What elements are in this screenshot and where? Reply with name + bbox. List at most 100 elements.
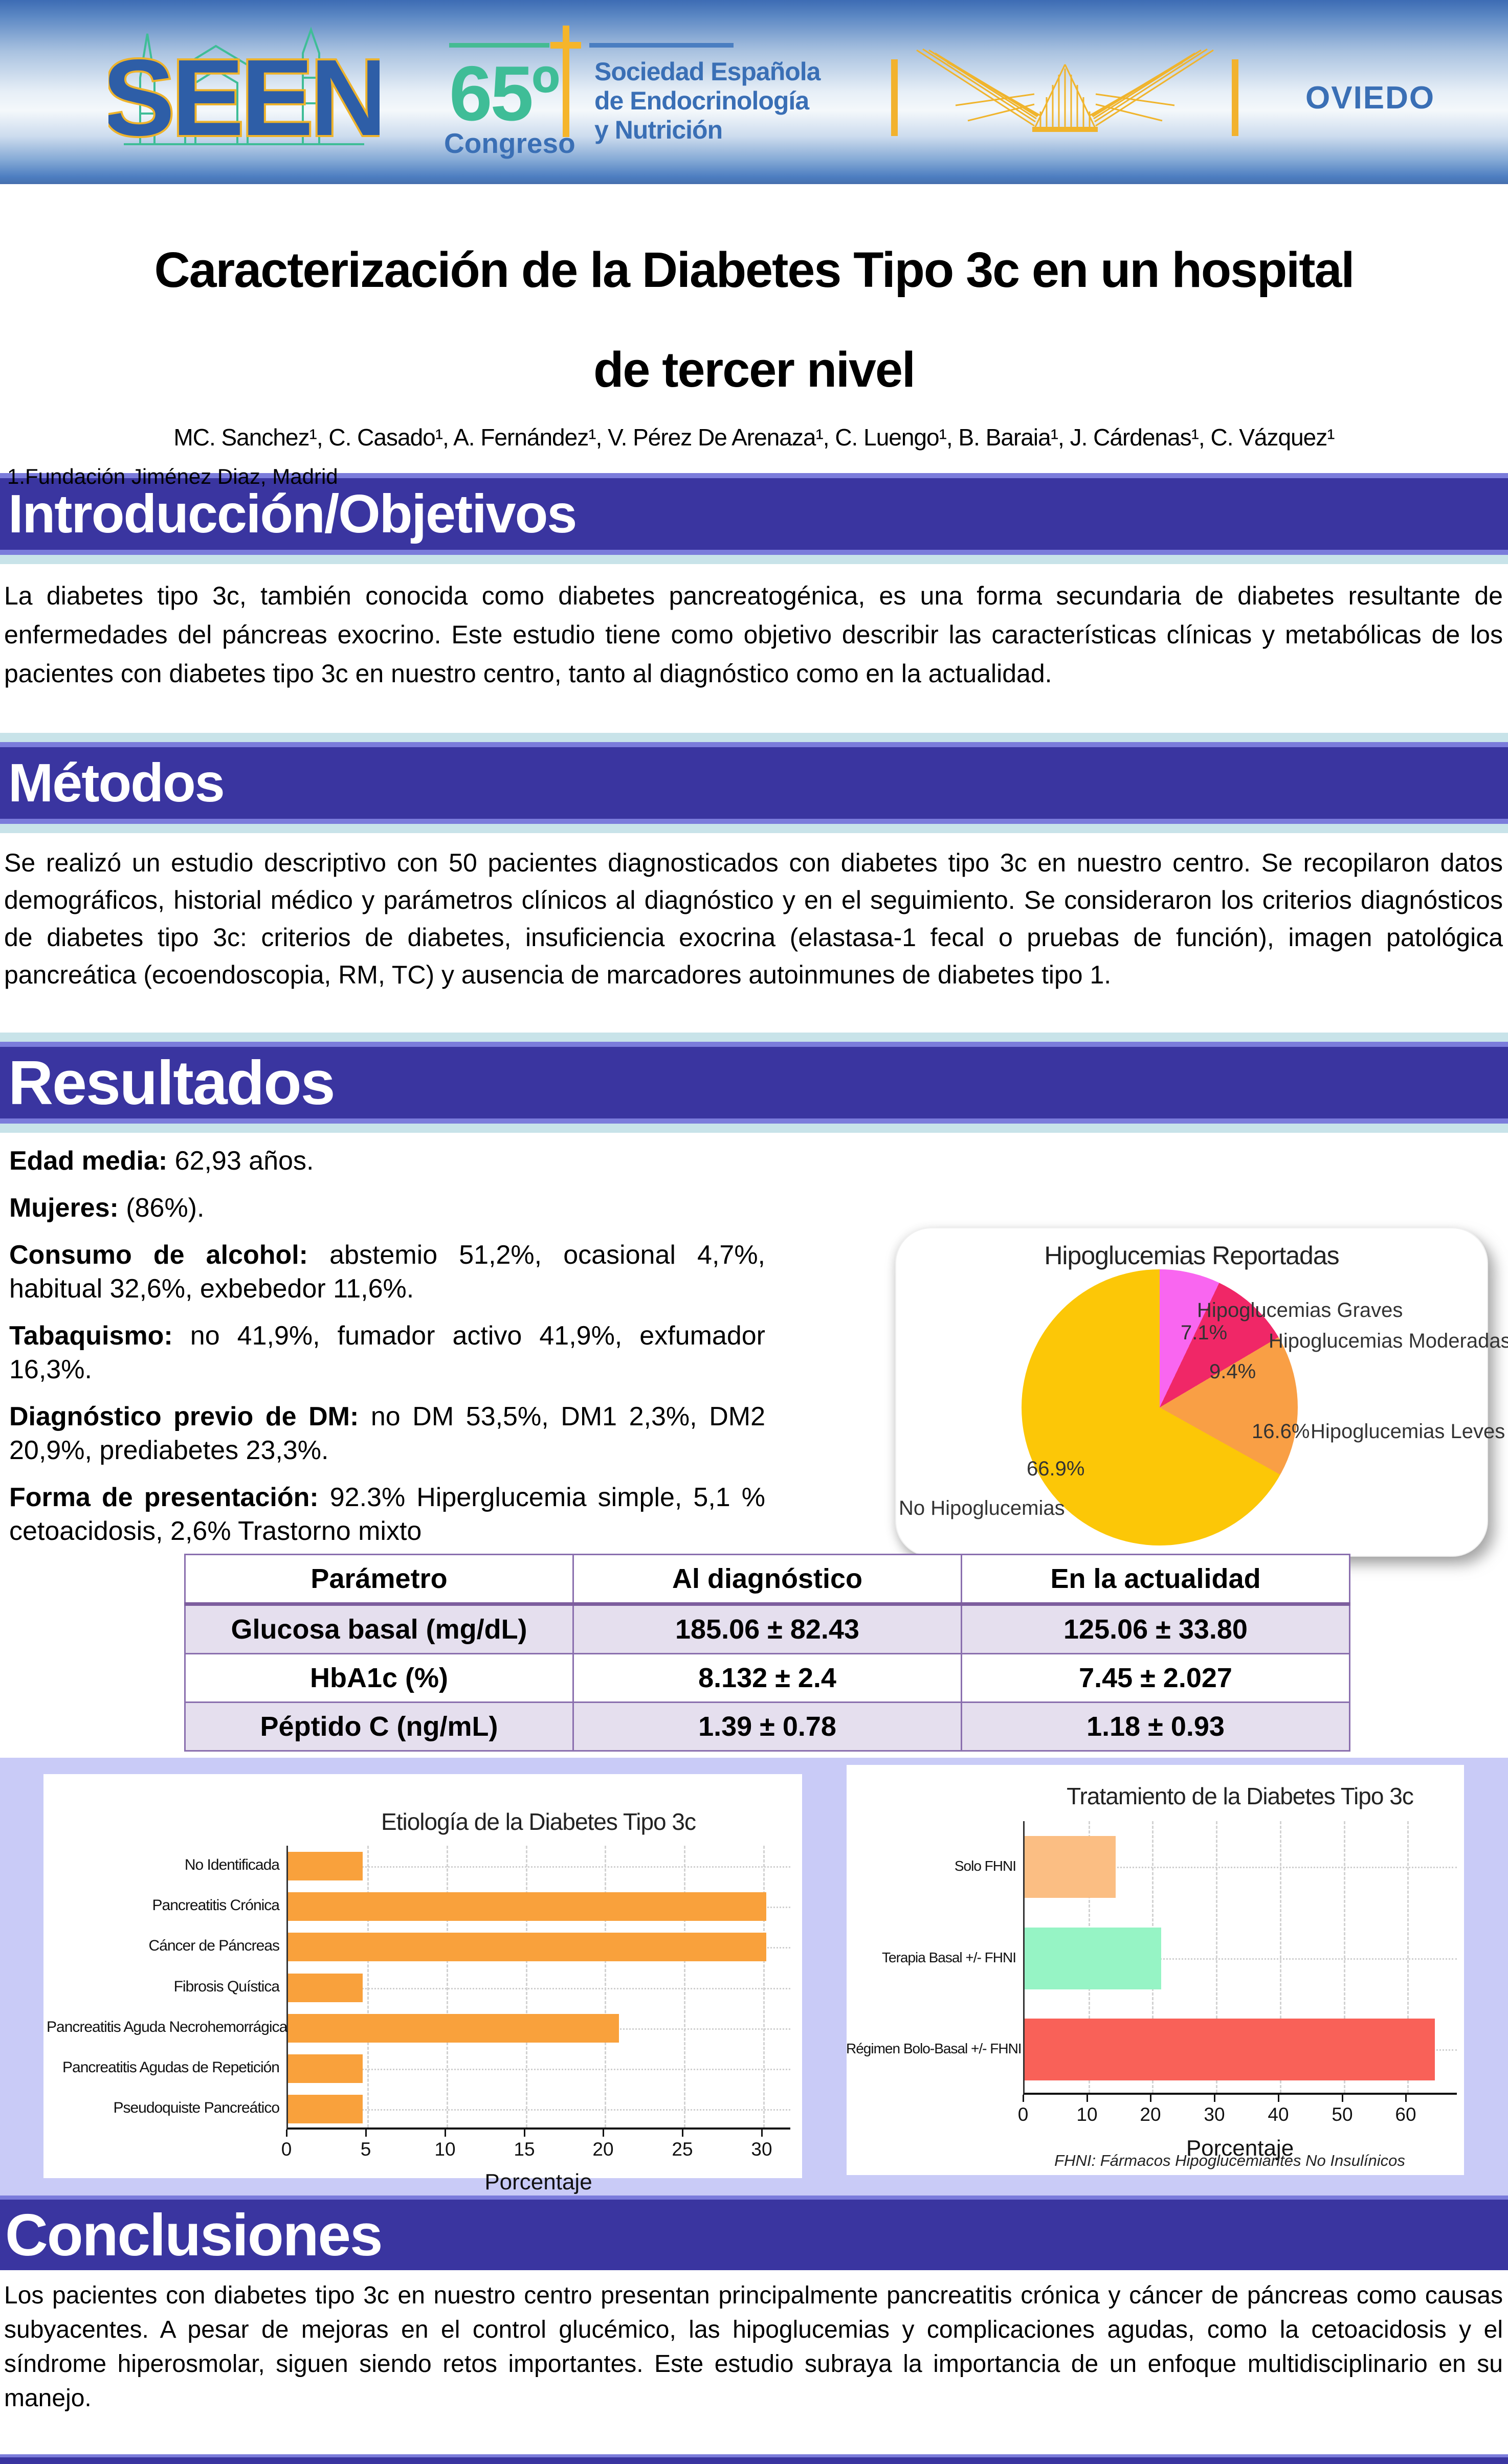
gridline [1280, 1821, 1281, 2093]
tick-mark [1150, 2095, 1151, 2102]
bar [1025, 2018, 1435, 2080]
tick-mark [1214, 2095, 1215, 2102]
tick-label: 0 [281, 2139, 292, 2160]
tick-label: 10 [434, 2139, 456, 2160]
poster-title: Caracterización de la Diabetes Tipo 3c e… [0, 184, 1508, 419]
resultados-stats: Edad media: 62,93 años. Mujeres: (86%). Co… [9, 1144, 765, 1561]
tick-mark [761, 2130, 763, 2137]
table-cell: Péptido C (ng/mL) [184, 1701, 574, 1752]
seen-congress-logo: SEEN [108, 26, 380, 160]
title-line-1: Caracterización de la Diabetes Tipo 3c e… [154, 242, 1355, 298]
bar [288, 1974, 363, 2002]
tick-label: 60 [1395, 2104, 1416, 2125]
table-header-cell: Parámetro [184, 1554, 574, 1606]
bar [288, 1933, 766, 1961]
category-label: Pseudoquiste Pancreático [113, 2099, 280, 2117]
gridline [763, 1846, 765, 2127]
section-header-metodos: Métodos [0, 742, 1508, 824]
gridline [1407, 1821, 1409, 2093]
gridline [605, 1846, 606, 2127]
society-line: de Endocrinología [594, 86, 809, 115]
tick-label: 20 [592, 2139, 614, 2160]
society-line: y Nutrición [594, 116, 723, 144]
title-line-2: de tercer nivel [593, 342, 916, 397]
category-label: Cáncer de Páncreas [148, 1937, 280, 1955]
category-label: Terapia Basal +/- FHNI [882, 1949, 1016, 1965]
stat-line: Mujeres: (86%). [9, 1193, 205, 1223]
bar [1025, 1927, 1161, 1989]
seen-wordmark: SEEN [108, 37, 380, 158]
stat-label: Tabaquismo: [9, 1321, 173, 1351]
separator-strip [0, 1033, 1508, 1042]
pie-slice-label: Hipoglucemias Leves [1311, 1420, 1505, 1443]
tick-label: 30 [1204, 2104, 1225, 2125]
category-gridline [288, 1988, 790, 1989]
category-label: No Identificada [184, 1856, 280, 1874]
section-heading: Métodos [8, 752, 225, 813]
header-banner: SEEN 65º Congreso Sociedad Española de E… [0, 0, 1508, 184]
divider-bar [1232, 59, 1238, 136]
authors: MC. Sanchez¹, C. Casado¹, A. Fernández¹,… [173, 424, 1335, 451]
category-gridline [288, 2109, 790, 2111]
bottom-strip [0, 2454, 1508, 2464]
stat-line: Tabaquismo: no 41,9%, fumador activo 41,… [9, 1321, 765, 1384]
congress-word: Congreso [444, 127, 575, 159]
introduccion-body: La diabetes tipo 3c, también conocida co… [0, 564, 1508, 733]
decor-line-green [449, 43, 549, 48]
tick-mark [365, 2130, 367, 2137]
bar [288, 1892, 766, 1921]
chart-title: Tratamiento de la Diabetes Tipo 3c [1067, 1783, 1414, 1809]
category-label: Régimen Bolo-Basal +/- FHNI [846, 2040, 1022, 2056]
tratamiento-chart-card: Tratamiento de la Diabetes Tipo 3c 0 10 20 3… [846, 1765, 1464, 2175]
plus-icon [563, 26, 569, 137]
category-gridline [1025, 1958, 1457, 1960]
tick-mark [445, 2130, 446, 2137]
pie-slice-value: 9.4% [1209, 1360, 1256, 1383]
city-label: OVIEDO [1305, 80, 1435, 116]
society-line: Sociedad Española [594, 57, 820, 86]
cityscape-icon [124, 26, 364, 145]
table-row: HbA1c (%) 8.132 ± 2.4 7.45 ± 2.027 [184, 1653, 1350, 1703]
congress-number: 65º [449, 50, 560, 137]
table-row: Péptido C (ng/mL) 1.39 ± 0.78 1.18 ± 0.93 [184, 1701, 1350, 1752]
tick-mark [1086, 2095, 1088, 2102]
stat-label: Consumo de alcohol: [9, 1240, 308, 1270]
section-heading: Introducción/Objetivos [8, 483, 577, 544]
plus-icon-arm [550, 42, 581, 49]
pie-slice-value: 66.9% [1027, 1458, 1085, 1480]
pie-slice-label: No Hipoglucemias [899, 1497, 1065, 1519]
stat-label: Diagnóstico previo de DM: [9, 1402, 359, 1431]
resultados-content: Edad media: 62,93 años. Mujeres: (86%). Co… [0, 1133, 1508, 1758]
charts-band: Etiología de la Diabetes Tipo 3c 0 5 10 15 20… [0, 1758, 1508, 2196]
bar [288, 2014, 619, 2043]
plot-area [1023, 1821, 1457, 2095]
stat-line: Forma de presentación: 92.3% Hiperglucem… [9, 1483, 765, 1546]
tick-mark [1023, 2095, 1024, 2102]
bar [1025, 1835, 1116, 1898]
title-block: Caracterización de la Diabetes Tipo 3c e… [0, 184, 1508, 488]
pie-chart-card: Hipoglucemias Reportadas Hipoglucemias G… [895, 1227, 1508, 1557]
parameters-table: Parámetro Al diagnóstico En la actualidad G… [184, 1554, 1350, 1752]
tick-label: 40 [1268, 2104, 1289, 2125]
section-heading: Conclusiones [5, 2202, 383, 2268]
section-header-introduccion: Introducción/Objetivos [0, 473, 1508, 555]
stat-line: Diagnóstico previo de DM: no DM 53,5%, D… [9, 1402, 765, 1465]
category-gridline [288, 2069, 790, 2070]
chart-title: Etiología de la Diabetes Tipo 3c [381, 1808, 696, 1835]
tick-label: 50 [1332, 2104, 1353, 2125]
plot-area [286, 1846, 790, 2130]
tick-label: 10 [1076, 2104, 1098, 2125]
category-label: Solo FHNI [954, 1857, 1016, 1874]
conclusiones-body: Los pacientes con diabetes tipo 3c en nu… [0, 2270, 1508, 2454]
gridline [1344, 1821, 1345, 2093]
table-cell: HbA1c (%) [184, 1653, 574, 1703]
pie-slice-value: 7.1% [1181, 1321, 1228, 1344]
pie-slice-label: Hipoglucemias Graves [1197, 1299, 1403, 1321]
gridline [367, 1846, 369, 2127]
decor-line-blue [589, 43, 734, 48]
gridline [447, 1846, 448, 2127]
affiliation: 1.Fundación Jiménez Diaz, Madrid [7, 464, 338, 488]
metodos-body: Se realizó un estudio descriptivo con 50… [0, 833, 1508, 1033]
category-label: Pancreatitis Crónica [152, 1897, 280, 1914]
tick-label: 0 [1017, 2104, 1029, 2125]
